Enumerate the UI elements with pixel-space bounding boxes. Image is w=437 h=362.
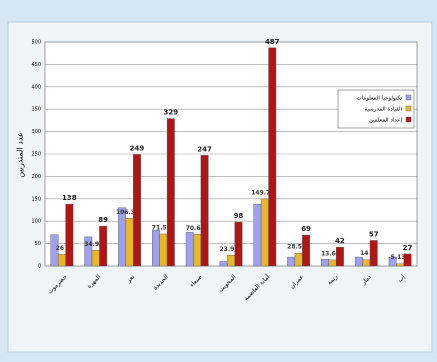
y-tick-label: 200 — [31, 174, 41, 180]
y-tick-label: 500 — [31, 40, 41, 46]
legend-swatch — [405, 116, 412, 123]
bar — [362, 259, 371, 267]
y-tick-label: 400 — [31, 84, 41, 90]
bar — [91, 250, 100, 267]
data-label: 26 — [56, 245, 64, 252]
y-tick-label: 450 — [31, 62, 41, 68]
data-label: 57 — [369, 230, 379, 238]
data-label: 28.55 — [287, 244, 306, 251]
legend-label: القيادة المدرسية — [364, 107, 402, 113]
legend-swatch — [405, 105, 412, 112]
y-tick-label: 0 — [38, 264, 41, 270]
data-label: 42 — [335, 237, 345, 245]
legend-label: إعداد المعلمين — [369, 118, 403, 124]
bar — [369, 240, 378, 267]
y-tick-label: 300 — [31, 129, 41, 135]
bar — [227, 255, 235, 267]
legend-label: تكنولوجيا المعلومات — [356, 95, 402, 102]
bar — [133, 154, 141, 267]
y-axis-label: عدد المتدربين — [16, 132, 25, 178]
data-label: 71.52 — [152, 224, 171, 231]
legend-swatch — [405, 94, 412, 101]
x-tick-label: تعز — [125, 273, 136, 284]
data-label: 106.33 — [116, 209, 139, 216]
bar — [219, 261, 228, 267]
y-tick-label: 50 — [35, 241, 41, 247]
data-label: 13.66 — [321, 250, 340, 257]
data-label: 329 — [163, 109, 178, 117]
bar — [268, 47, 277, 267]
bar — [234, 221, 243, 267]
bar — [302, 234, 310, 267]
data-label: 89 — [98, 216, 108, 224]
bar — [185, 232, 194, 267]
data-label: 247 — [197, 145, 212, 153]
bar — [65, 203, 74, 267]
bar — [388, 256, 397, 267]
bar — [125, 218, 134, 267]
bar — [118, 207, 127, 267]
bar — [260, 198, 269, 267]
bar — [57, 254, 66, 267]
data-label: 138 — [62, 194, 77, 202]
bar — [99, 225, 108, 267]
y-tick-label: 250 — [31, 152, 41, 158]
bar — [403, 253, 412, 267]
data-label: 5.13 — [391, 254, 406, 261]
y-tick-label: 150 — [31, 196, 41, 202]
y-tick-label: 100 — [31, 219, 41, 225]
bar — [50, 234, 59, 267]
data-label: 23.92 — [220, 246, 239, 253]
y-tick-label: 350 — [31, 107, 41, 113]
bar — [159, 233, 168, 267]
bar — [321, 259, 329, 267]
data-label: 34.94 — [84, 241, 103, 248]
data-label: 14 — [360, 250, 368, 257]
bar — [152, 229, 160, 267]
data-label: 98 — [234, 212, 244, 220]
bar — [354, 256, 363, 267]
x-tick-label: إب — [396, 273, 406, 283]
bar — [253, 203, 262, 267]
data-label: 149.76 — [251, 189, 274, 196]
data-label: 69 — [301, 225, 311, 233]
legend-box — [337, 89, 415, 129]
data-label: 249 — [130, 144, 145, 152]
bar — [166, 118, 175, 267]
bar — [328, 259, 337, 267]
bar — [193, 234, 202, 267]
data-label: 487 — [265, 38, 280, 46]
bar — [294, 253, 303, 267]
data-label: 27 — [403, 244, 413, 252]
bar — [396, 263, 405, 267]
bar — [200, 155, 209, 267]
bar — [335, 246, 344, 267]
bar — [287, 256, 296, 267]
data-label: 70.63 — [186, 225, 205, 232]
